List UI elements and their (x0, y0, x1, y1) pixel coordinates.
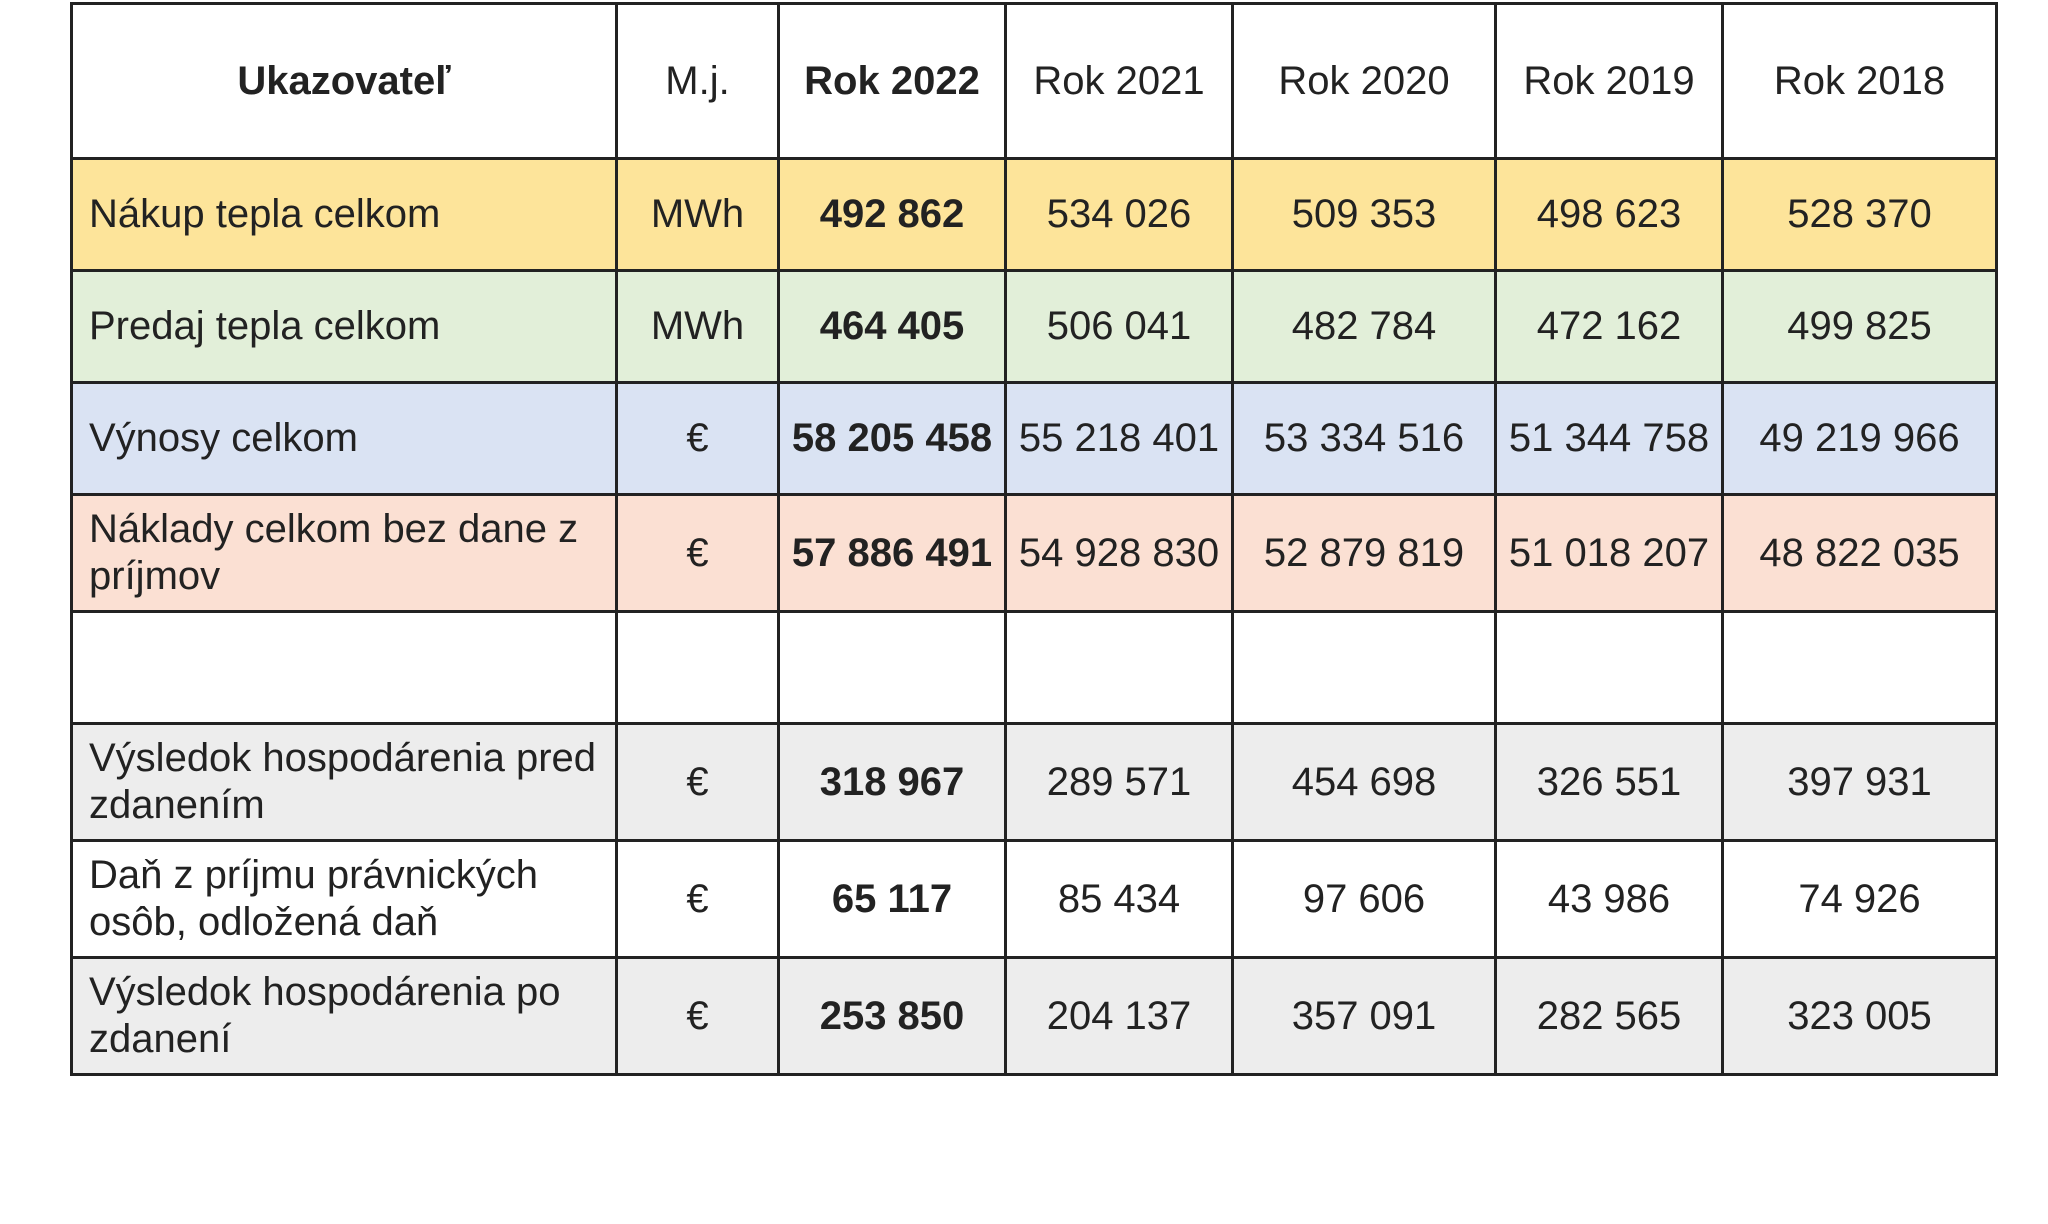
empty-cell (1721, 610, 1998, 725)
empty-cell (1004, 610, 1234, 725)
value-2020: 454 698 (1231, 722, 1497, 842)
value-2021: 289 571 (1004, 722, 1234, 842)
empty-cell (1231, 610, 1497, 725)
value-2022: 57 886 491 (777, 493, 1007, 613)
header-indicator: Ukazovateľ (70, 2, 618, 160)
row-unit: MWh (615, 157, 780, 272)
value-2019: 51 344 758 (1494, 381, 1724, 496)
value-2020: 97 606 (1231, 839, 1497, 959)
header-unit: M.j. (615, 2, 780, 160)
value-2019: 472 162 (1494, 269, 1724, 384)
value-2018: 48 822 035 (1721, 493, 1998, 613)
row-result-after-tax: Výsledok hospodárenia po zdanení € 253 8… (70, 956, 1998, 1076)
row-label: Predaj tepla celkom (70, 269, 618, 384)
row-heat-sales: Predaj tepla celkom MWh 464 405 506 041 … (70, 269, 1998, 384)
value-2018: 397 931 (1721, 722, 1998, 842)
value-2022: 65 117 (777, 839, 1007, 959)
row-label: Daň z príjmu právnických osôb, odložená … (70, 839, 618, 959)
row-costs: Náklady celkom bez dane z príjmov € 57 8… (70, 493, 1998, 613)
row-label: Náklady celkom bez dane z príjmov (70, 493, 618, 613)
empty-cell (70, 610, 618, 725)
header-year-2020: Rok 2020 (1231, 2, 1497, 160)
row-revenue: Výnosy celkom € 58 205 458 55 218 401 53… (70, 381, 1998, 496)
value-2019: 51 018 207 (1494, 493, 1724, 613)
row-unit: € (615, 956, 780, 1076)
row-result-before-tax: Výsledok hospodárenia pred zdanením € 31… (70, 722, 1998, 842)
empty-cell (1494, 610, 1724, 725)
value-2019: 282 565 (1494, 956, 1724, 1076)
row-label: Nákup tepla celkom (70, 157, 618, 272)
value-2019: 498 623 (1494, 157, 1724, 272)
header-year-2018: Rok 2018 (1721, 2, 1998, 160)
row-income-tax: Daň z príjmu právnických osôb, odložená … (70, 839, 1998, 959)
value-2018: 323 005 (1721, 956, 1998, 1076)
value-2019: 43 986 (1494, 839, 1724, 959)
value-2022: 318 967 (777, 722, 1007, 842)
value-2021: 506 041 (1004, 269, 1234, 384)
row-unit: € (615, 722, 780, 842)
value-2021: 85 434 (1004, 839, 1234, 959)
value-2021: 204 137 (1004, 956, 1234, 1076)
value-2018: 499 825 (1721, 269, 1998, 384)
value-2018: 528 370 (1721, 157, 1998, 272)
header-row: Ukazovateľ M.j. Rok 2022 Rok 2021 Rok 20… (70, 2, 1998, 160)
value-2018: 74 926 (1721, 839, 1998, 959)
value-2020: 509 353 (1231, 157, 1497, 272)
value-2020: 482 784 (1231, 269, 1497, 384)
header-year-2019: Rok 2019 (1494, 2, 1724, 160)
value-2021: 54 928 830 (1004, 493, 1234, 613)
header-year-2021: Rok 2021 (1004, 2, 1234, 160)
value-2022: 58 205 458 (777, 381, 1007, 496)
row-heat-purchase: Nákup tepla celkom MWh 492 862 534 026 5… (70, 157, 1998, 272)
row-label: Výsledok hospodárenia pred zdanením (70, 722, 618, 842)
row-unit: € (615, 381, 780, 496)
row-unit: MWh (615, 269, 780, 384)
value-2020: 357 091 (1231, 956, 1497, 1076)
row-label: Výnosy celkom (70, 381, 618, 496)
row-label: Výsledok hospodárenia po zdanení (70, 956, 618, 1076)
value-2020: 53 334 516 (1231, 381, 1497, 496)
value-2021: 534 026 (1004, 157, 1234, 272)
row-unit: € (615, 839, 780, 959)
empty-cell (777, 610, 1007, 725)
value-2020: 52 879 819 (1231, 493, 1497, 613)
value-2019: 326 551 (1494, 722, 1724, 842)
financial-indicators-table: Ukazovateľ M.j. Rok 2022 Rok 2021 Rok 20… (70, 2, 1998, 1076)
value-2022: 464 405 (777, 269, 1007, 384)
empty-cell (615, 610, 780, 725)
row-empty-spacer (70, 610, 1998, 725)
value-2022: 492 862 (777, 157, 1007, 272)
value-2021: 55 218 401 (1004, 381, 1234, 496)
header-year-2022: Rok 2022 (777, 2, 1007, 160)
value-2018: 49 219 966 (1721, 381, 1998, 496)
value-2022: 253 850 (777, 956, 1007, 1076)
row-unit: € (615, 493, 780, 613)
